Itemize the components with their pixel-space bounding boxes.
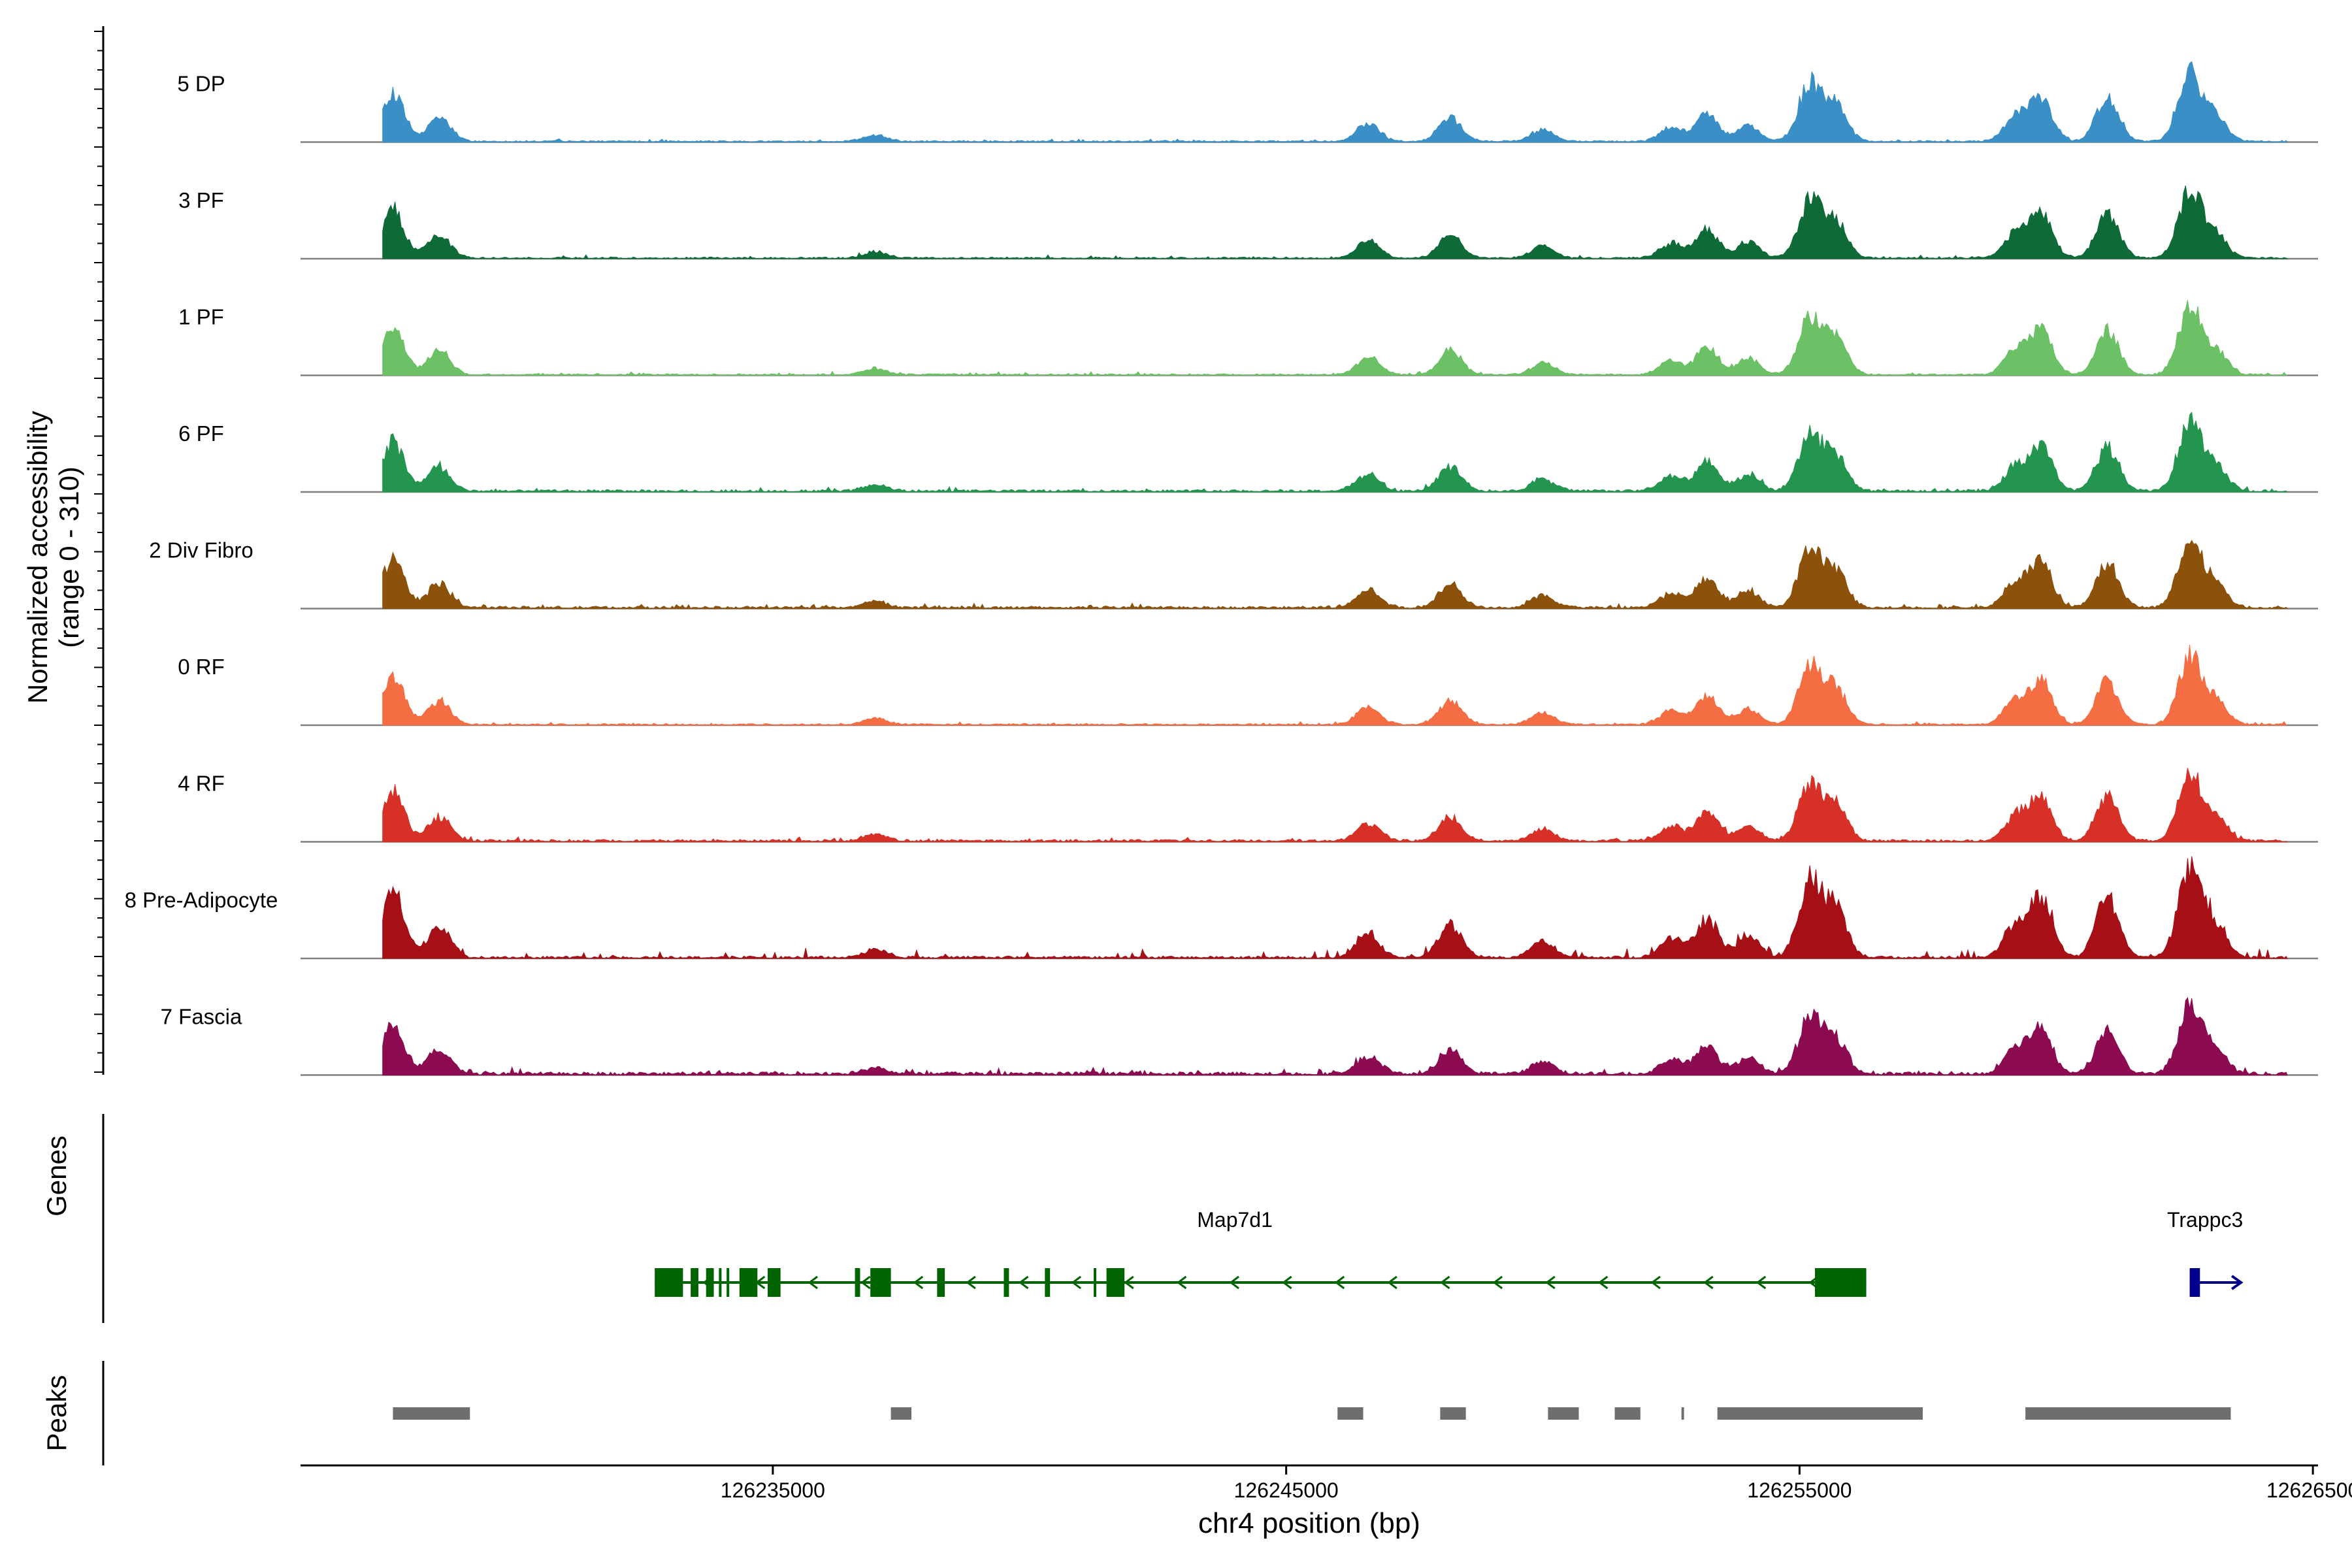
gene-label: Trappc3 xyxy=(2167,1208,2243,1232)
peak-region xyxy=(2025,1407,2231,1420)
coverage-area xyxy=(382,61,2288,143)
track-9: 7 Fascia xyxy=(161,996,2318,1076)
coverage-area xyxy=(382,644,2287,726)
exon xyxy=(727,1268,730,1297)
peak-region xyxy=(1717,1407,1923,1420)
x-axis-label: chr4 position (bp) xyxy=(1198,1507,1420,1539)
strand-chevron xyxy=(1019,1275,1029,1290)
exon xyxy=(2189,1268,2200,1297)
strand-chevron xyxy=(1334,1275,1345,1290)
coverage-area xyxy=(382,299,2288,376)
gene-Trappc3: Trappc3 xyxy=(2167,1208,2244,1297)
strand-chevron xyxy=(913,1275,924,1290)
gene-label: Map7d1 xyxy=(1197,1208,1273,1232)
exon xyxy=(1093,1268,1096,1297)
track-6: 0 RF xyxy=(178,644,2318,727)
peak-region xyxy=(393,1407,470,1420)
track-1: 5 DP xyxy=(177,61,2318,143)
exon xyxy=(1045,1268,1051,1297)
peak-region xyxy=(1440,1407,1466,1420)
x-tick-label: 126245000 xyxy=(1234,1478,1339,1502)
y-axis xyxy=(94,26,105,1075)
track-8: 8 Pre-Adipocyte xyxy=(125,856,2318,960)
track-5: 2 Div Fibro xyxy=(149,538,2318,610)
strand-chevron xyxy=(1124,1275,1134,1290)
exon xyxy=(719,1268,722,1297)
exon xyxy=(655,1268,683,1297)
track-label: 2 Div Fibro xyxy=(149,538,253,563)
x-tick-label: 126235000 xyxy=(721,1478,825,1502)
track-label: 5 DP xyxy=(177,72,225,96)
peak-region xyxy=(1614,1407,1641,1420)
peak-region xyxy=(1548,1407,1579,1420)
track-label: 6 PF xyxy=(178,421,224,446)
strand-chevron xyxy=(1282,1275,1292,1290)
strand-chevron xyxy=(1703,1275,1714,1290)
track-label: 4 RF xyxy=(178,772,225,796)
peak-region xyxy=(1337,1407,1364,1420)
track-4: 6 PF xyxy=(178,412,2318,493)
strand-chevron xyxy=(1387,1275,1397,1290)
strand-chevron xyxy=(860,1275,871,1290)
strand-chevron xyxy=(1597,1275,1609,1290)
track-label: 8 Pre-Adipocyte xyxy=(125,888,278,912)
gene-Map7d1: Map7d1 xyxy=(655,1208,1867,1297)
track-label: 1 PF xyxy=(178,305,224,329)
track-label: 3 PF xyxy=(178,188,224,212)
coverage-area xyxy=(382,412,2289,493)
track-label: 0 RF xyxy=(178,655,225,679)
strand-chevron xyxy=(1545,1275,1556,1290)
track-3: 1 PF xyxy=(178,299,2318,376)
exon xyxy=(706,1268,714,1297)
coverage-area xyxy=(382,768,2289,843)
coverage-area xyxy=(382,996,2288,1076)
peak-region xyxy=(890,1407,912,1420)
strand-chevron xyxy=(966,1275,976,1290)
strand-chevron xyxy=(1071,1275,1082,1290)
strand-chevron xyxy=(1176,1275,1187,1290)
track-7: 4 RF xyxy=(178,768,2318,843)
coverage-area xyxy=(382,856,2288,959)
strand-chevron xyxy=(1492,1275,1503,1290)
exon xyxy=(768,1268,781,1297)
coverage-area xyxy=(382,185,2289,259)
exon xyxy=(855,1268,860,1297)
exon xyxy=(937,1268,945,1297)
strand-arrowhead xyxy=(2230,1275,2244,1290)
track-2: 3 PF xyxy=(178,185,2318,260)
x-tick-label: 126255000 xyxy=(1747,1478,1852,1502)
y-axis-label-line1: Normalized accessibility xyxy=(22,411,53,704)
peaks-panel xyxy=(102,1361,2231,1465)
track-label: 7 Fascia xyxy=(161,1005,242,1029)
exon xyxy=(1106,1268,1125,1297)
genes-panel: Map7d1 Trappc3 xyxy=(102,1114,2244,1323)
strand-chevron xyxy=(1756,1275,1767,1290)
x-axis: 126235000 126245000 126255000 12626500 xyxy=(301,1464,2352,1502)
exon xyxy=(739,1268,758,1297)
strand-chevron xyxy=(808,1275,818,1290)
strand-chevron xyxy=(1229,1275,1239,1290)
strand-chevron xyxy=(1440,1275,1450,1290)
coverage-tracks: 5 DP 3 PF 1 PF 6 PF 2 Div Fibro 0 RF 4 RF 8 Pre… xyxy=(125,61,2318,1076)
strand-chevron xyxy=(1650,1275,1661,1290)
exon xyxy=(1814,1268,1867,1297)
coverage-area xyxy=(382,540,2288,610)
exon xyxy=(1004,1268,1009,1297)
peak-region xyxy=(1681,1407,1684,1420)
y-axis-label-line2: (range 0 - 310) xyxy=(54,466,84,648)
genes-panel-label: Genes xyxy=(41,1135,72,1217)
exon xyxy=(870,1268,891,1297)
x-tick-label: 12626500 xyxy=(2266,1478,2352,1502)
peaks-panel-label: Peaks xyxy=(41,1375,72,1452)
exon xyxy=(691,1268,698,1297)
